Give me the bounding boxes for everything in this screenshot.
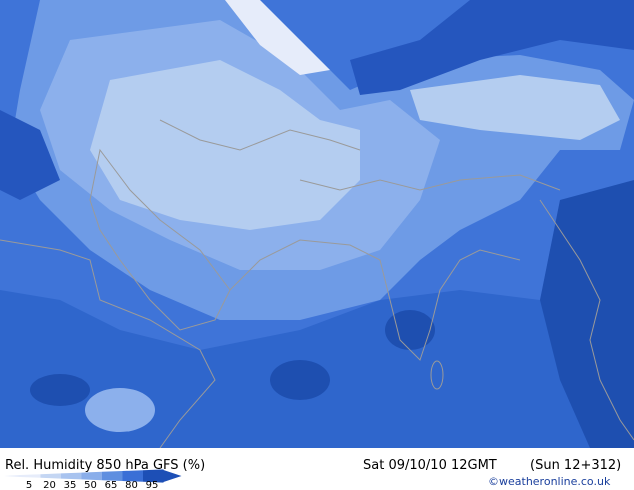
legend-swatch bbox=[20, 474, 41, 478]
humidity-zone bbox=[270, 360, 330, 400]
legend-label: 50 bbox=[84, 480, 97, 490]
legend-swatch bbox=[61, 472, 82, 480]
legend-label: 5 bbox=[26, 480, 32, 490]
legend-swatch bbox=[102, 471, 123, 481]
coastline bbox=[229, 239, 521, 361]
map-title: Rel. Humidity 850 hPa GFS (%) bbox=[5, 458, 205, 473]
humidity-map bbox=[0, 0, 634, 449]
legend-swatch bbox=[81, 471, 102, 481]
humidity-zone bbox=[85, 388, 155, 432]
legend-label: 65 bbox=[105, 480, 118, 490]
legend-label: 20 bbox=[43, 480, 56, 490]
humidity-zone bbox=[350, 0, 634, 95]
legend: 5 20 35 50 65 80 95 bbox=[4, 469, 182, 490]
legend-label: 35 bbox=[64, 480, 77, 490]
forecast-step: (Sun 12+312) bbox=[530, 458, 621, 473]
legend-tail bbox=[163, 470, 182, 482]
legend-swatch bbox=[143, 469, 164, 483]
humidity-zone bbox=[410, 75, 620, 140]
legend-label: 80 bbox=[125, 480, 138, 490]
humidity-zone bbox=[90, 60, 360, 230]
humidity-zone bbox=[0, 110, 60, 200]
credit: ©weatheronline.co.uk bbox=[488, 475, 611, 488]
legend-label: 95 bbox=[146, 480, 159, 490]
legend-head bbox=[4, 475, 20, 477]
island bbox=[430, 360, 444, 390]
coastline bbox=[0, 239, 216, 449]
coastline bbox=[89, 148, 231, 331]
humidity-zone bbox=[30, 374, 90, 406]
humidity-zone bbox=[385, 310, 435, 350]
footer bbox=[0, 448, 634, 490]
humidity-zone bbox=[540, 180, 634, 448]
coastline bbox=[539, 199, 634, 441]
valid-time: Sat 09/10/10 12GMT bbox=[363, 458, 497, 473]
legend-swatch bbox=[122, 470, 143, 482]
legend-swatch bbox=[40, 473, 61, 479]
border bbox=[159, 119, 561, 191]
humidity-zone bbox=[225, 0, 330, 75]
